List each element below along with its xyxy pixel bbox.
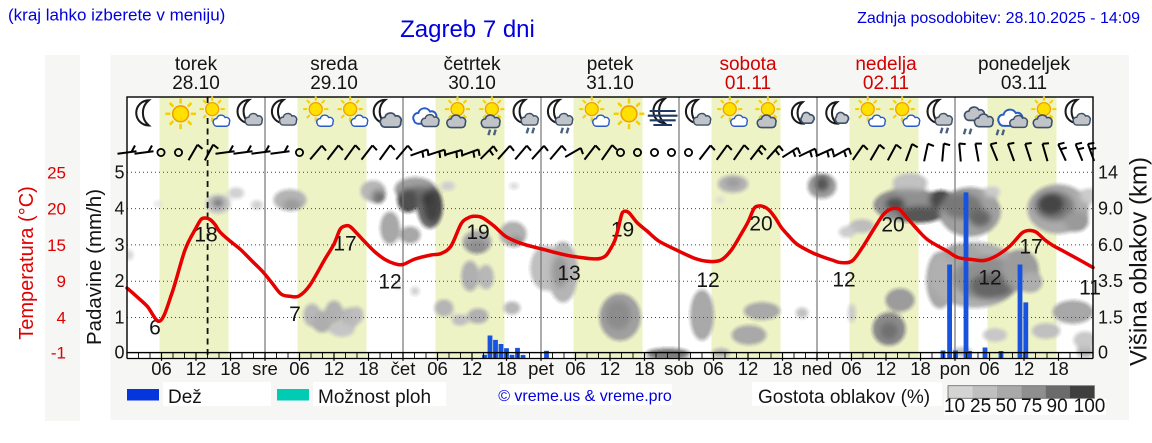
svg-text:12: 12 [378, 271, 401, 294]
svg-text:12: 12 [832, 269, 855, 292]
svg-text:petek: petek [587, 54, 634, 75]
svg-text:14: 14 [1098, 162, 1118, 182]
svg-text:4: 4 [114, 199, 124, 219]
svg-text:11: 11 [1079, 277, 1101, 300]
svg-text:Višina oblakov (km): Višina oblakov (km) [1126, 157, 1152, 366]
svg-text:18: 18 [910, 358, 931, 379]
svg-text:6: 6 [149, 317, 161, 340]
svg-text:nedelja: nedelja [855, 54, 917, 75]
svg-text:sobota: sobota [719, 54, 776, 75]
svg-text:četrtek: četrtek [443, 54, 501, 75]
svg-text:12: 12 [1014, 358, 1035, 379]
svg-text:pet: pet [528, 358, 554, 379]
svg-text:3: 3 [114, 235, 124, 255]
svg-text:18: 18 [634, 358, 655, 379]
svg-text:1: 1 [114, 308, 124, 328]
svg-text:29.10: 29.10 [310, 73, 358, 94]
svg-text:17: 17 [333, 233, 356, 256]
svg-text:12: 12 [462, 358, 483, 379]
svg-text:25: 25 [970, 396, 991, 417]
svg-text:75: 75 [1021, 396, 1042, 417]
svg-text:ned: ned [802, 358, 833, 379]
svg-text:sreda: sreda [310, 54, 358, 75]
svg-text:6.0: 6.0 [1098, 235, 1123, 255]
svg-text:Temperatura (°C): Temperatura (°C) [16, 186, 38, 340]
svg-text:9: 9 [57, 272, 66, 291]
svg-text:10: 10 [944, 396, 965, 417]
svg-text:18: 18 [220, 358, 241, 379]
svg-text:20: 20 [47, 200, 66, 219]
svg-text:02.11: 02.11 [863, 73, 909, 94]
svg-text:06: 06 [289, 358, 310, 379]
svg-text:06: 06 [151, 358, 172, 379]
svg-text:0: 0 [114, 343, 124, 363]
svg-text:18: 18 [496, 358, 517, 379]
svg-text:03.11: 03.11 [1001, 73, 1047, 94]
svg-text:15: 15 [47, 236, 66, 255]
svg-text:Dež: Dež [168, 387, 202, 408]
svg-text:06: 06 [979, 358, 1000, 379]
svg-text:20: 20 [881, 214, 904, 237]
svg-text:28.10: 28.10 [172, 73, 220, 94]
svg-text:-1: -1 [51, 344, 66, 363]
svg-text:© vreme.us & vreme.pro: © vreme.us & vreme.pro [498, 388, 672, 405]
svg-text:3.5: 3.5 [1098, 271, 1123, 291]
svg-text:0: 0 [1098, 343, 1108, 363]
svg-text:50: 50 [996, 396, 1017, 417]
svg-text:12: 12 [186, 358, 207, 379]
svg-text:Padavine (mm/h): Padavine (mm/h) [83, 189, 106, 345]
svg-text:čet: čet [391, 358, 416, 379]
svg-text:25: 25 [47, 163, 66, 182]
svg-text:Zadnja posodobitev: 28.10.2025: Zadnja posodobitev: 28.10.2025 - 14:09 [857, 10, 1140, 27]
svg-text:Gostota oblakov (%): Gostota oblakov (%) [758, 387, 930, 408]
svg-text:12: 12 [600, 358, 621, 379]
svg-text:5: 5 [114, 162, 124, 182]
svg-text:90: 90 [1047, 396, 1068, 417]
svg-text:06: 06 [427, 358, 448, 379]
svg-text:ponedeljek: ponedeljek [978, 54, 1070, 75]
svg-text:12: 12 [876, 358, 897, 379]
svg-text:18: 18 [358, 358, 379, 379]
svg-text:20: 20 [749, 213, 772, 236]
svg-text:(kraj lahko izberete v meniju): (kraj lahko izberete v meniju) [8, 6, 225, 25]
svg-text:2: 2 [114, 271, 124, 291]
svg-text:4: 4 [57, 309, 66, 328]
svg-text:torek: torek [175, 54, 218, 75]
svg-text:01.11: 01.11 [725, 73, 771, 94]
svg-text:18: 18 [772, 358, 793, 379]
svg-text:12: 12 [696, 269, 719, 292]
svg-text:pon: pon [940, 358, 971, 379]
svg-text:06: 06 [841, 358, 862, 379]
svg-text:sre: sre [252, 358, 278, 379]
svg-text:sob: sob [664, 358, 694, 379]
svg-text:7: 7 [289, 303, 301, 326]
svg-text:18: 18 [194, 224, 217, 247]
svg-text:13: 13 [557, 262, 580, 285]
svg-text:31.10: 31.10 [586, 73, 634, 94]
svg-text:9.0: 9.0 [1098, 199, 1123, 219]
svg-text:12: 12 [324, 358, 345, 379]
svg-text:19: 19 [466, 221, 489, 244]
svg-text:12: 12 [738, 358, 759, 379]
svg-text:17: 17 [1019, 236, 1042, 259]
svg-text:06: 06 [565, 358, 586, 379]
svg-text:100: 100 [1074, 396, 1106, 417]
svg-text:12: 12 [978, 267, 1001, 290]
svg-text:Možnost ploh: Možnost ploh [318, 387, 431, 408]
svg-text:1.5: 1.5 [1098, 308, 1123, 328]
svg-text:18: 18 [1048, 358, 1069, 379]
svg-text:06: 06 [703, 358, 724, 379]
svg-text:30.10: 30.10 [448, 73, 496, 94]
svg-text:Zagreb 7 dni: Zagreb 7 dni [400, 16, 535, 43]
